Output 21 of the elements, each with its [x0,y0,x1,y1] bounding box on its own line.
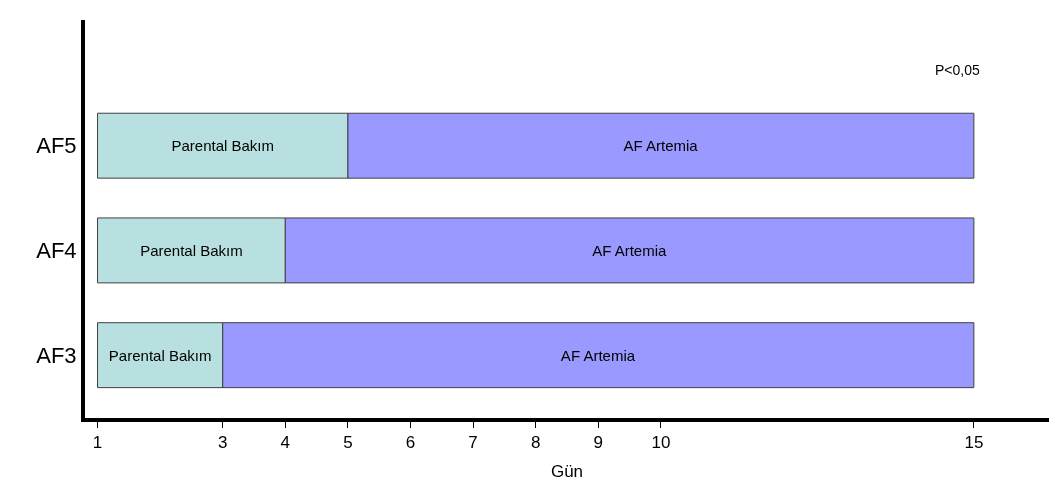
series-label: AF Artemia [623,137,699,155]
text: AF Artemia [592,241,667,259]
y-tick-label: AF4 [36,238,77,264]
series-label: Parental Bakım [108,346,212,364]
y-tick-label: AF5 [36,133,77,159]
text: Parental Bakım [140,241,243,259]
x-tick-label: 6 [405,433,416,453]
annotation: P<0,05 [935,62,980,78]
x-tick-label: 5 [343,433,353,453]
text: Parental Bakım [171,137,274,155]
x-tick-label: 15 [964,433,984,453]
x-tick-label: 10 [651,433,671,453]
x-tick-label: 1 [92,433,103,453]
x-tick-label: 8 [530,433,541,453]
x-tick-label: 7 [468,433,478,453]
x-tick-label: 4 [280,433,291,453]
text: AF Artemia [560,346,636,364]
x-tick-label: 9 [593,433,604,453]
y-tick-label: AF3 [36,342,77,368]
x-tick-label: 3 [217,433,228,453]
x-axis-title: Gün [550,462,584,482]
